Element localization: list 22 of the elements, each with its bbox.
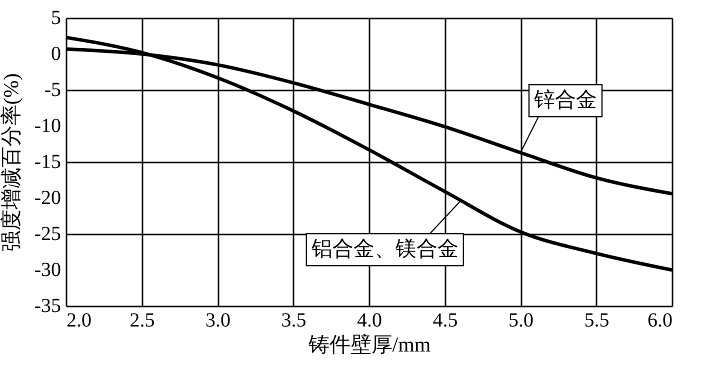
annotation: 铝合金、镁合金 <box>310 236 458 261</box>
y-tick-label: -15 <box>34 151 61 173</box>
y-tick-label: -30 <box>34 259 61 281</box>
x-tick-label: 3.5 <box>281 310 306 332</box>
y-tick-label: 5 <box>51 7 61 29</box>
x-axis-title: 铸件壁厚/mm <box>307 332 431 356</box>
x-tick-label: 5.0 <box>508 310 534 332</box>
x-tick-label: 3.0 <box>206 310 230 332</box>
x-tick-label: 6.0 <box>648 310 672 332</box>
x-tick-label: 4.0 <box>357 310 382 332</box>
x-tick-label: 5.5 <box>584 310 610 332</box>
y-tick-label: -20 <box>34 187 61 209</box>
x-tick-label: 2.0 <box>66 310 92 332</box>
annotation: 锌合金 <box>533 88 597 112</box>
y-tick-label: -35 <box>34 295 61 317</box>
y-axis-title: 强度增减百分率(%) <box>0 73 23 252</box>
x-tick-label: 2.5 <box>130 310 155 332</box>
x-tick-label: 4.5 <box>432 310 458 332</box>
y-tick-label: 0 <box>51 43 61 65</box>
y-tick-label: -5 <box>44 79 61 101</box>
y-tick-label: -25 <box>34 223 61 245</box>
y-tick-label: -10 <box>34 115 61 137</box>
